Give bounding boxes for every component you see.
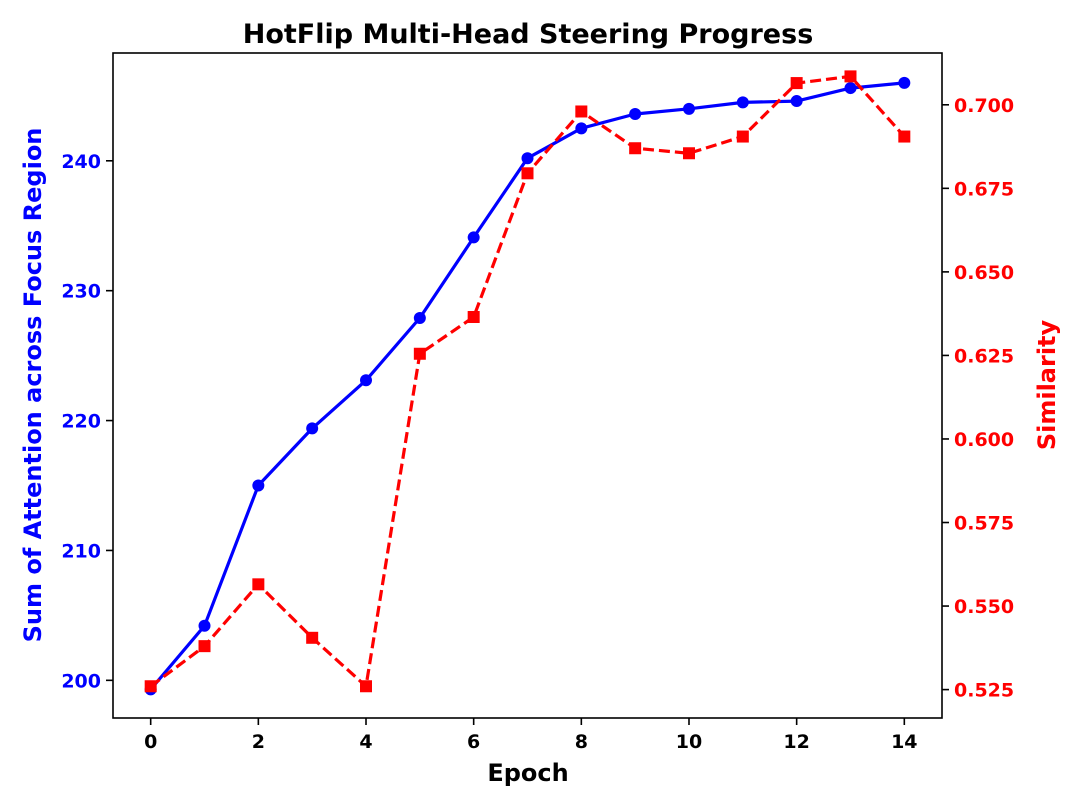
attention-data-point	[736, 96, 749, 109]
plot-frame	[112, 52, 943, 719]
similarity-data-point	[144, 680, 157, 693]
similarity-data-point	[360, 680, 373, 693]
similarity-data-point	[467, 310, 480, 323]
attention-data-point	[521, 152, 534, 165]
x-tick-label: 8	[575, 731, 588, 753]
similarity-data-point	[252, 578, 265, 591]
similarity-data-point	[521, 167, 534, 180]
left-y-tick-label: 200	[61, 670, 101, 692]
attention-data-point	[898, 76, 911, 89]
right-y-tick-label: 0.700	[954, 95, 1014, 117]
attention-data-point	[306, 422, 319, 435]
left-y-axis-label: Sum of Attention across Focus Region	[19, 128, 47, 643]
similarity-data-point	[198, 640, 211, 653]
attention-data-point	[198, 619, 211, 632]
plot-area: 0 2 4 6 8 10 12 14 200 210 220 230 240 0.525 0.550 0.57…	[61, 52, 1014, 753]
x-tick-label: 2	[252, 731, 265, 753]
attention-data-point	[467, 231, 480, 244]
right-y-tick-label: 0.600	[954, 429, 1014, 451]
attention-data-point	[575, 122, 588, 135]
x-tick-label: 14	[891, 731, 917, 753]
attention-data-point	[682, 102, 695, 115]
similarity-data-point	[682, 147, 695, 160]
similarity-data-point	[413, 347, 426, 360]
right-y-tick-label: 0.525	[954, 680, 1014, 702]
attention-data-point	[844, 82, 857, 95]
similarity-data-point	[629, 142, 642, 155]
attention-data-point	[629, 108, 642, 121]
similarity-data-point	[575, 105, 588, 118]
x-tick-label: 12	[783, 731, 809, 753]
left-y-tick-label: 240	[61, 151, 101, 173]
attention-data-point	[360, 374, 373, 387]
left-y-tick-label: 210	[61, 540, 101, 562]
right-y-tick-label: 0.625	[954, 345, 1014, 367]
attention-data-point	[413, 311, 426, 324]
chart-title: HotFlip Multi-Head Steering Progress	[243, 19, 814, 50]
similarity-data-point	[306, 631, 319, 644]
attention-data-point	[790, 95, 803, 108]
x-tick-label: 4	[359, 731, 372, 753]
left-y-tick-label: 220	[61, 411, 101, 433]
left-y-tick-label: 230	[61, 281, 101, 303]
x-axis-label: Epoch	[487, 759, 568, 787]
similarity-data-point	[898, 130, 911, 143]
x-tick-label: 0	[144, 731, 157, 753]
right-y-tick-label: 0.575	[954, 513, 1014, 535]
similarity-data-point	[844, 70, 857, 83]
x-tick-label: 6	[467, 731, 480, 753]
right-y-tick-label: 0.675	[954, 178, 1014, 200]
similarity-data-point	[790, 77, 803, 90]
right-y-tick-label: 0.650	[954, 262, 1014, 284]
x-tick-label: 10	[676, 731, 702, 753]
right-y-tick-label: 0.550	[954, 596, 1014, 618]
attention-data-point	[252, 479, 265, 492]
right-y-axis-label: Similarity	[1033, 319, 1061, 450]
similarity-data-point	[736, 130, 749, 143]
